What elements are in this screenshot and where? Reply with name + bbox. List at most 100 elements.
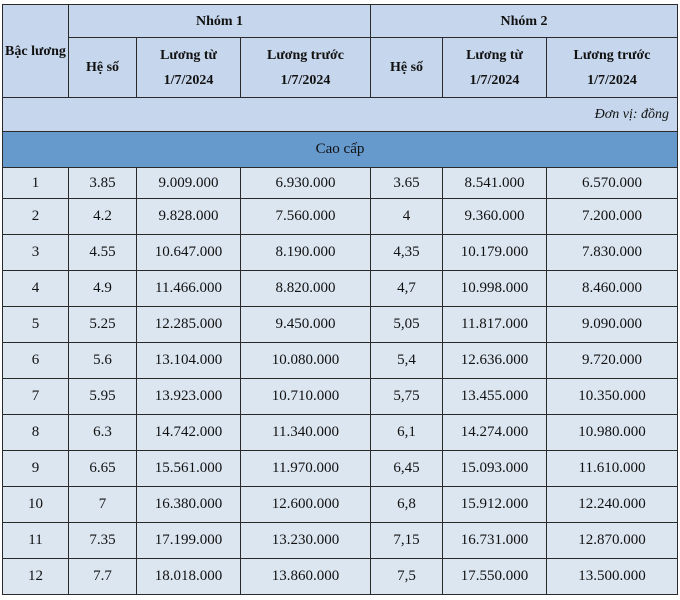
cell-he-so-2: 4,7: [370, 270, 444, 307]
cell-luong-truoc-2: 13.500.000: [546, 558, 679, 595]
cell-luong-tu-2: 13.455.000: [442, 378, 548, 415]
cell-luong-truoc-1: 13.860.000: [239, 558, 372, 595]
cell-bac: 9: [2, 450, 69, 487]
cell-he-so-1: 4.9: [68, 270, 137, 307]
cell-luong-truoc-2: 9.090.000: [546, 306, 679, 343]
table-row: 9 6.65 15.561.000 11.970.000 6,45 15.093.000 1…: [2, 450, 679, 487]
cell-luong-tu-2: 16.731.000: [442, 522, 548, 559]
cell-he-so-2: 6,45: [370, 450, 444, 487]
cell-he-so-1: 7.35: [68, 522, 137, 559]
header-luong-tu-2: Lương từ 1/7/2024: [442, 37, 548, 98]
cell-he-so-1: 5.95: [68, 378, 137, 415]
cell-luong-tu-1: 9.009.000: [136, 167, 241, 199]
unit-note: Đơn vị: đồng: [1, 97, 679, 132]
cell-bac: 4: [2, 270, 69, 307]
cell-bac: 8: [2, 414, 69, 451]
table-row: 2 4.2 9.828.000 7.560.000 4 9.360.000 7.200.00…: [2, 198, 679, 235]
cell-luong-truoc-1: 6.930.000: [239, 167, 372, 199]
cell-bac: 12: [2, 558, 69, 595]
cell-he-so-2: 5,4: [370, 342, 444, 379]
cell-he-so-1: 5.6: [68, 342, 137, 379]
cell-luong-truoc-2: 10.980.000: [546, 414, 679, 451]
table-row: 10 7 16.380.000 12.600.000 6,8 15.912.000 12.2…: [2, 486, 679, 523]
cell-luong-tu-2: 15.093.000: [442, 450, 548, 487]
cell-bac: 3: [2, 234, 69, 271]
cell-luong-tu-2: 9.360.000: [442, 198, 548, 235]
table-body: 1 3.85 9.009.000 6.930.000 3.65 8.541.000 6.57…: [2, 167, 679, 595]
header-he-so-2: Hệ số: [370, 37, 444, 98]
cell-he-so-2: 3.65: [370, 167, 444, 199]
cell-luong-tu-1: 16.380.000: [136, 486, 241, 523]
cell-luong-tu-1: 12.285.000: [136, 306, 241, 343]
table-row: 7 5.95 13.923.000 10.710.000 5,75 13.455.000 1…: [2, 378, 679, 415]
cell-luong-truoc-1: 12.600.000: [239, 486, 372, 523]
cell-luong-tu-2: 14.274.000: [442, 414, 548, 451]
header-group-1: Nhóm 1: [67, 4, 372, 38]
cell-he-so-2: 7,15: [370, 522, 444, 559]
cell-he-so-1: 4.55: [68, 234, 137, 271]
table-row: 6 5.6 13.104.000 10.080.000 5,4 12.636.000 9.7…: [2, 342, 679, 379]
header-luong-truoc-2: Lương trước 1/7/2024: [546, 37, 679, 98]
cell-luong-tu-1: 18.018.000: [136, 558, 241, 595]
cell-luong-tu-1: 15.561.000: [136, 450, 241, 487]
cell-luong-tu-1: 10.647.000: [136, 234, 241, 271]
cell-bac: 11: [2, 522, 69, 559]
cell-luong-tu-1: 11.466.000: [136, 270, 241, 307]
cell-luong-truoc-1: 10.710.000: [239, 378, 372, 415]
cell-luong-truoc-1: 8.190.000: [239, 234, 372, 271]
cell-he-so-2: 7,5: [370, 558, 444, 595]
cell-luong-tu-2: 10.998.000: [442, 270, 548, 307]
cell-luong-truoc-1: 11.340.000: [239, 414, 372, 451]
cell-luong-truoc-1: 9.450.000: [239, 306, 372, 343]
cell-luong-tu-1: 9.828.000: [136, 198, 241, 235]
cell-luong-truoc-2: 8.460.000: [546, 270, 679, 307]
header-he-so-1: Hệ số: [68, 37, 137, 98]
cell-bac: 10: [2, 486, 69, 523]
cell-luong-truoc-2: 11.610.000: [546, 450, 679, 487]
table-row: 5 5.25 12.285.000 9.450.000 5,05 11.817.000 9.…: [2, 306, 679, 343]
cell-luong-tu-1: 13.104.000: [136, 342, 241, 379]
cell-he-so-1: 7.7: [68, 558, 137, 595]
cell-he-so-1: 6.65: [68, 450, 137, 487]
cell-luong-tu-2: 12.636.000: [442, 342, 548, 379]
cell-bac: 5: [2, 306, 69, 343]
cell-luong-tu-1: 17.199.000: [136, 522, 241, 559]
cell-bac: 1: [2, 167, 69, 199]
header-group-2: Nhóm 2: [370, 4, 679, 38]
table-row: 3 4.55 10.647.000 8.190.000 4,35 10.179.000 7.…: [2, 234, 679, 271]
cell-he-so-2: 4: [370, 198, 444, 235]
cell-he-so-1: 5.25: [68, 306, 137, 343]
cell-luong-truoc-1: 8.820.000: [239, 270, 372, 307]
header-luong-tu-1: Lương từ 1/7/2024: [136, 37, 241, 98]
table-row: 4 4.9 11.466.000 8.820.000 4,7 10.998.000 8.46…: [2, 270, 679, 307]
cell-luong-truoc-2: 7.830.000: [546, 234, 679, 271]
cell-he-so-1: 4.2: [68, 198, 137, 235]
cell-bac: 7: [2, 378, 69, 415]
salary-table: Bậc lương Nhóm 1 Nhóm 2 Hệ số Lương từ 1…: [1, 4, 679, 595]
cell-luong-truoc-1: 13.230.000: [239, 522, 372, 559]
cell-he-so-1: 3.85: [68, 167, 137, 199]
cell-luong-truoc-1: 11.970.000: [239, 450, 372, 487]
cell-luong-truoc-2: 7.200.000: [546, 198, 679, 235]
table-row: 12 7.7 18.018.000 13.860.000 7,5 17.550.000 13…: [2, 558, 679, 595]
cell-luong-tu-2: 11.817.000: [442, 306, 548, 343]
cell-he-so-1: 7: [68, 486, 137, 523]
cell-luong-truoc-2: 6.570.000: [546, 167, 679, 199]
cell-luong-truoc-2: 12.240.000: [546, 486, 679, 523]
cell-luong-tu-2: 8.541.000: [442, 167, 548, 199]
table-row: 8 6.3 14.742.000 11.340.000 6,1 14.274.000 10.…: [2, 414, 679, 451]
cell-luong-tu-2: 17.550.000: [442, 558, 548, 595]
cell-he-so-1: 6.3: [68, 414, 137, 451]
cell-he-so-2: 6,8: [370, 486, 444, 523]
cell-luong-tu-2: 15.912.000: [442, 486, 548, 523]
cell-luong-truoc-2: 9.720.000: [546, 342, 679, 379]
cell-luong-tu-1: 13.923.000: [136, 378, 241, 415]
cell-luong-truoc-1: 7.560.000: [239, 198, 372, 235]
cell-luong-truoc-2: 10.350.000: [546, 378, 679, 415]
cell-he-so-2: 5,75: [370, 378, 444, 415]
cell-he-so-2: 5,05: [370, 306, 444, 343]
tier-label: Cao cấp: [1, 131, 679, 168]
cell-he-so-2: 6,1: [370, 414, 444, 451]
header-bac-luong: Bậc lương: [2, 4, 69, 98]
cell-he-so-2: 4,35: [370, 234, 444, 271]
